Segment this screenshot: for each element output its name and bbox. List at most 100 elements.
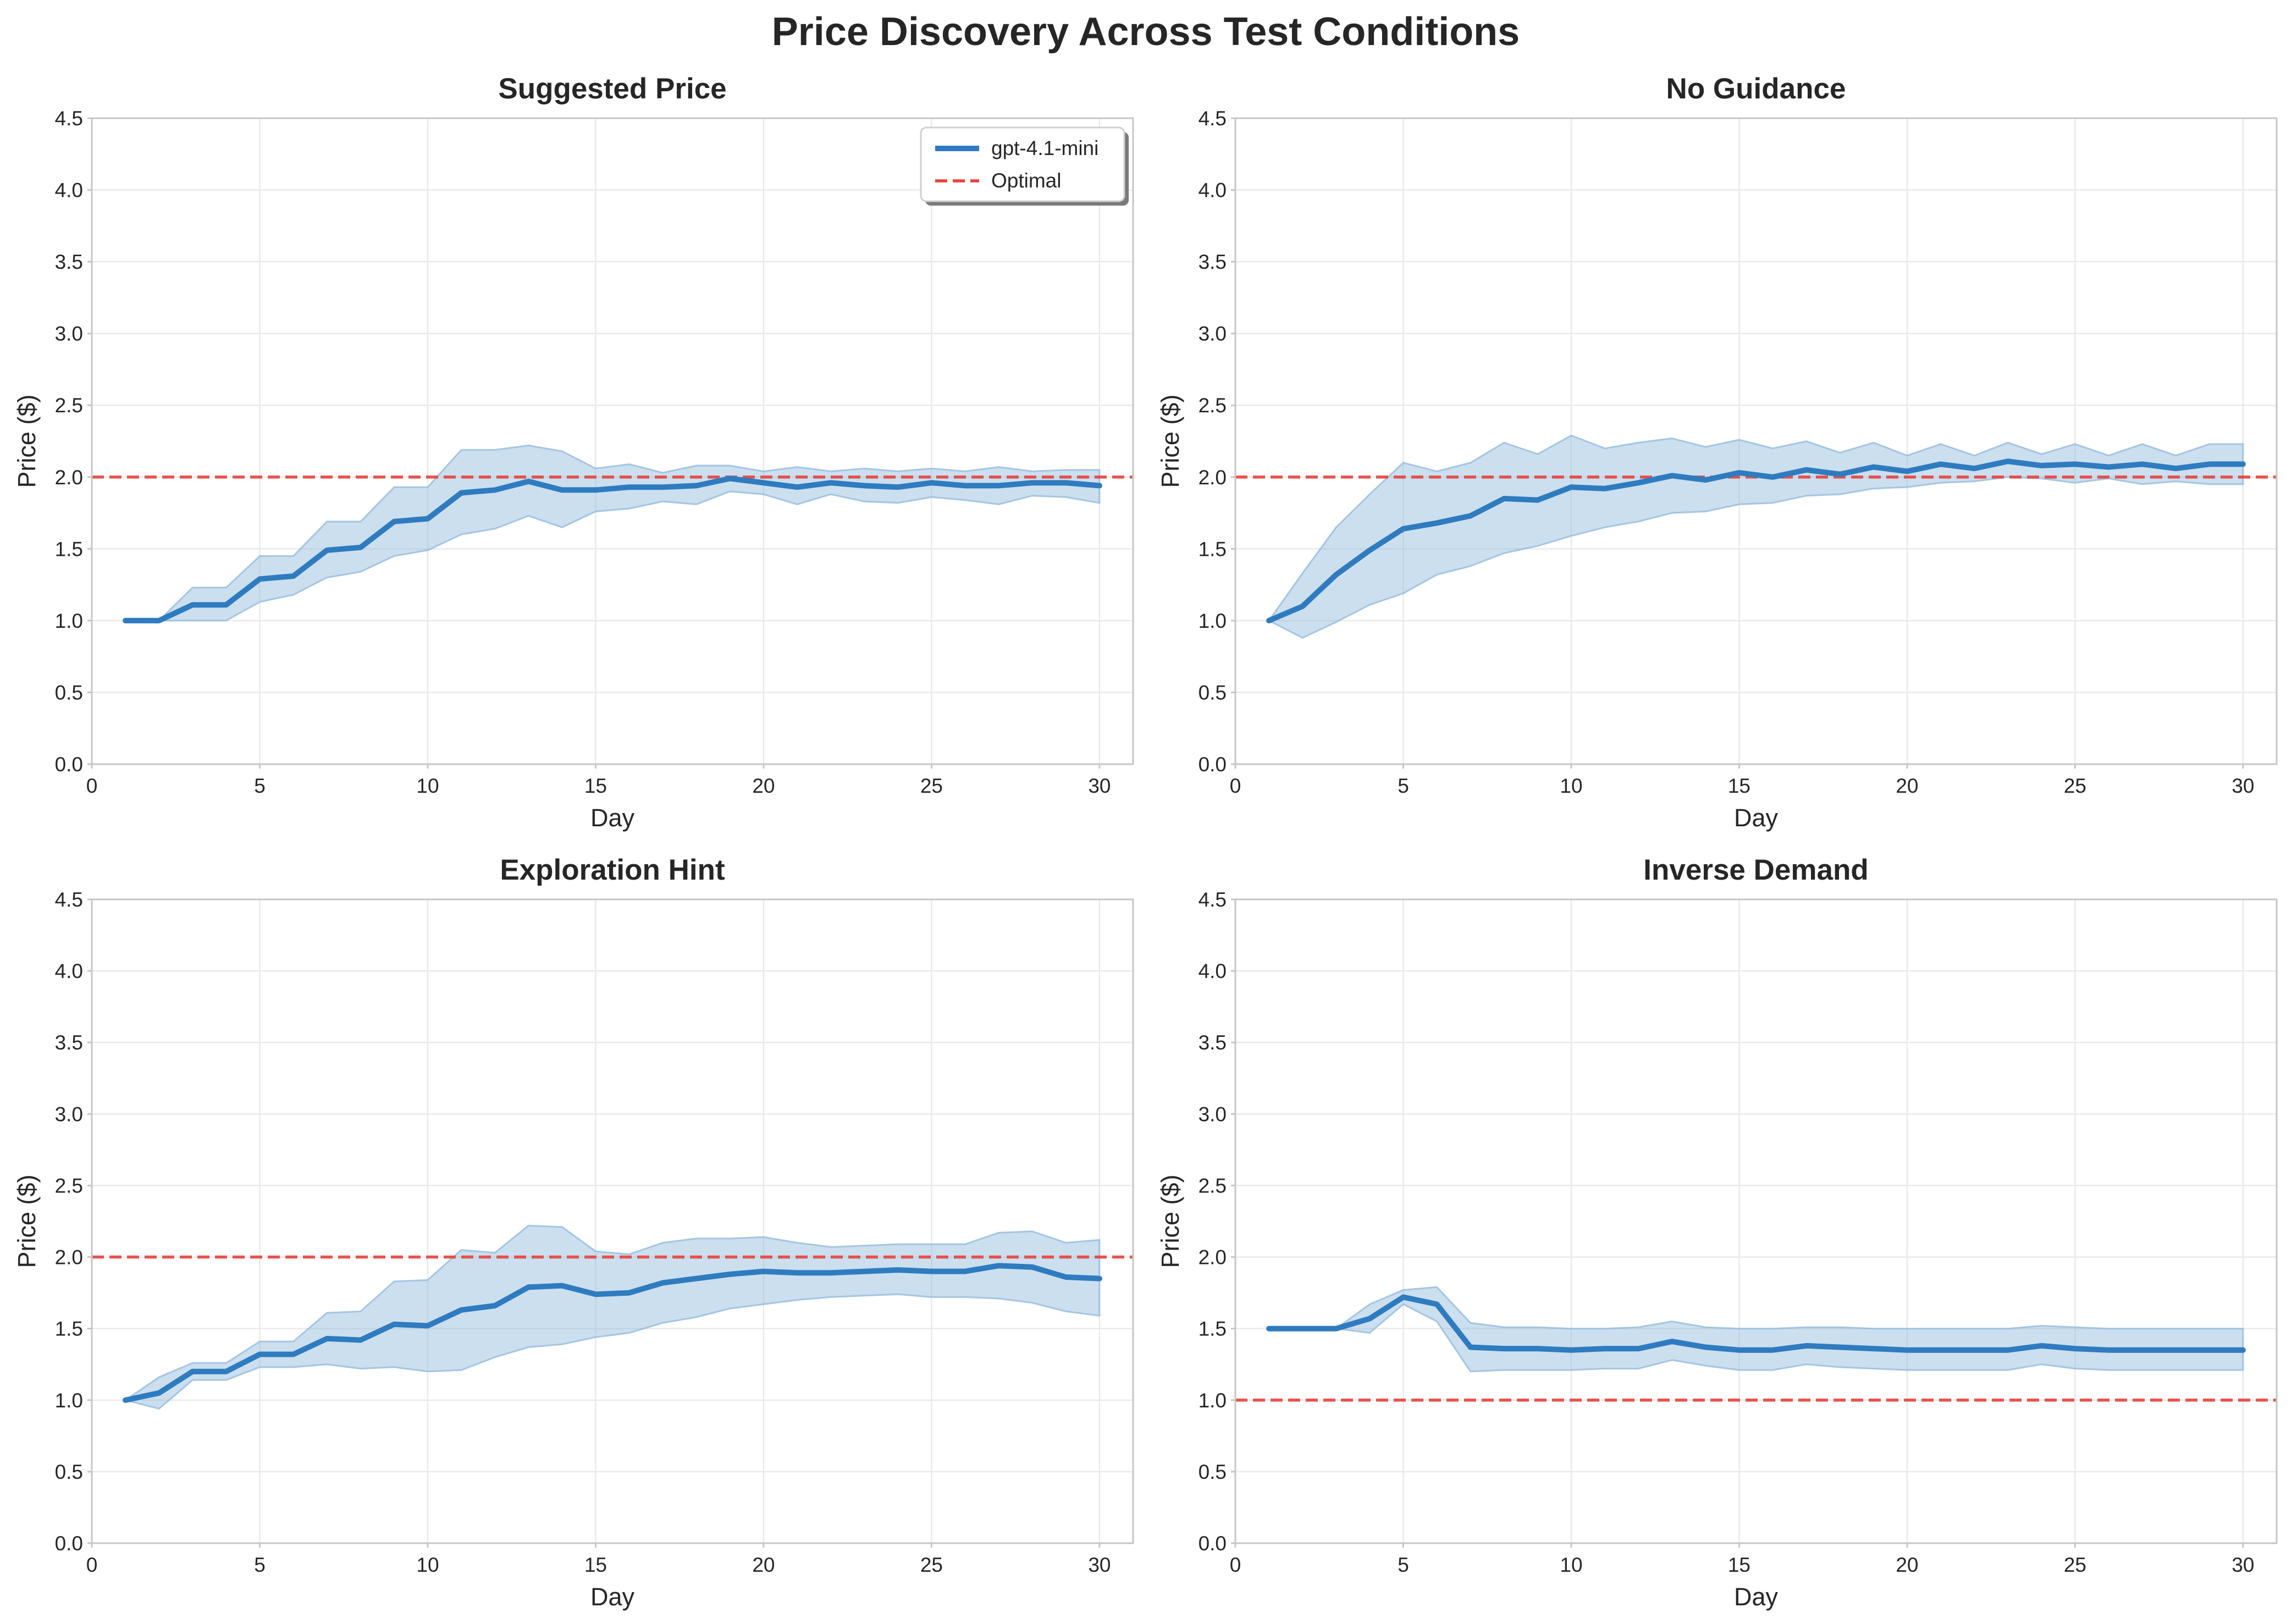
y-tick-label: 0.0	[55, 753, 83, 776]
y-tick-label: 2.5	[1199, 1174, 1227, 1197]
y-tick-label: 3.0	[1199, 1103, 1227, 1125]
plot-area	[92, 899, 1133, 1543]
y-tick-label: 4.5	[1199, 888, 1227, 911]
y-tick-label: 0.0	[1199, 1532, 1227, 1555]
x-tick-label: 5	[1398, 1554, 1409, 1576]
x-tick-label: 15	[1728, 1554, 1750, 1576]
y-tick-label: 0.5	[55, 1461, 83, 1483]
plot-area	[92, 118, 1133, 764]
y-axis-label: Price ($)	[1156, 1174, 1184, 1268]
chart-panel-1: 0.0 0.5 1.0 1.5 2.0 2.5 3.0 3.5 4.0 4.5 0 5 10 15 20 25…	[13, 73, 1134, 832]
x-tick-label: 5	[1398, 775, 1409, 797]
y-tick-label: 3.0	[1199, 323, 1227, 345]
x-tick-label: 20	[752, 775, 775, 797]
x-tick-label: 20	[1896, 775, 1918, 797]
panel-title: No Guidance	[1666, 73, 1846, 105]
y-tick-label: 3.0	[55, 323, 83, 345]
x-tick-label: 15	[1728, 775, 1750, 797]
panel-title: Inverse Demand	[1643, 854, 1868, 886]
y-tick-label: 3.5	[1199, 251, 1227, 273]
panel-title: Exploration Hint	[500, 854, 725, 886]
x-tick-label: 20	[1896, 1554, 1918, 1576]
y-tick-label: 0.0	[55, 1532, 83, 1555]
series-line-gpt-4.1-mini	[1266, 1294, 2246, 1353]
chart-panel-4: 0.0 0.5 1.0 1.5 2.0 2.5 3.0 3.5 4.0 4.5 0 5 10 15 20 25…	[1156, 854, 2278, 1611]
x-axis-label: Day	[1734, 804, 1779, 832]
chart-panel-2: 0.0 0.5 1.0 1.5 2.0 2.5 3.0 3.5 4.0 4.5 0 5 10 15 20 25…	[1156, 73, 2278, 832]
series-line-gpt-4.1-mini	[1266, 459, 2246, 623]
axes-frame	[1234, 898, 2278, 1544]
x-tick-label: 30	[1088, 1554, 1111, 1576]
x-tick-label: 10	[416, 775, 439, 797]
y-tick-label: 1.0	[1199, 610, 1227, 632]
series-line-gpt-4.1-mini	[123, 1263, 1102, 1403]
y-tick-label: 3.5	[1199, 1031, 1227, 1054]
x-tick-label: 0	[86, 775, 98, 797]
y-tick-label: 2.0	[1199, 1246, 1227, 1269]
x-tick-label: 0	[1230, 775, 1241, 797]
x-tick-label: 5	[254, 775, 266, 797]
x-tick-label: 25	[920, 1554, 943, 1576]
x-tick-label: 25	[2064, 1554, 2086, 1576]
x-tick-label: 0	[1230, 1554, 1241, 1576]
x-tick-label: 10	[1560, 1554, 1582, 1576]
y-tick-label: 4.5	[55, 107, 83, 130]
y-axis-label: Price ($)	[13, 394, 41, 488]
x-tick-label: 25	[2064, 775, 2086, 797]
y-tick-label: 4.5	[55, 888, 83, 911]
x-tick-label: 20	[752, 1554, 775, 1576]
legend: gpt-4.1-mini Optimal	[920, 126, 1129, 206]
x-tick-label: 10	[1560, 775, 1582, 797]
x-tick-label: 30	[1088, 775, 1111, 797]
x-axis-label: Day	[590, 1583, 635, 1611]
y-tick-label: 2.5	[55, 394, 83, 417]
y-tick-label: 3.5	[55, 251, 83, 273]
y-tick-label: 4.0	[1199, 179, 1227, 202]
x-tick-label: 30	[2232, 1554, 2254, 1576]
x-tick-label: 10	[416, 1554, 439, 1576]
x-tick-label: 25	[920, 775, 943, 797]
y-tick-label: 4.0	[55, 960, 83, 982]
x-axis-label: Day	[590, 804, 635, 832]
x-tick-label: 15	[584, 775, 607, 797]
panel-title: Suggested Price	[498, 73, 726, 105]
x-tick-label: 0	[86, 1554, 98, 1576]
legend-series-label: gpt-4.1-mini	[991, 137, 1098, 159]
y-tick-label: 0.5	[55, 681, 83, 704]
y-axis-label: Price ($)	[1156, 394, 1184, 488]
y-tick-label: 2.5	[55, 1174, 83, 1197]
y-tick-label: 1.0	[55, 1389, 83, 1412]
x-tick-label: 30	[2232, 775, 2254, 797]
y-tick-label: 4.5	[1199, 107, 1227, 130]
x-axis-label: Day	[1734, 1583, 1779, 1611]
axes-frame	[91, 898, 1134, 1544]
y-tick-label: 0.5	[1199, 1461, 1227, 1483]
series-line-gpt-4.1-mini	[123, 476, 1102, 623]
axes-frame	[91, 117, 1134, 765]
y-tick-label: 2.0	[55, 466, 83, 489]
y-tick-label: 1.5	[55, 538, 83, 560]
plot-area	[1235, 899, 2277, 1543]
y-tick-label: 1.5	[55, 1318, 83, 1340]
x-tick-label: 5	[254, 1554, 266, 1576]
y-tick-label: 1.0	[55, 610, 83, 632]
y-tick-label: 2.0	[55, 1246, 83, 1269]
y-tick-label: 4.0	[1199, 960, 1227, 982]
y-tick-label: 1.5	[1199, 1318, 1227, 1340]
plot-area	[1235, 118, 2277, 764]
y-tick-label: 1.0	[1199, 1389, 1227, 1412]
y-tick-label: 4.0	[55, 179, 83, 202]
y-tick-label: 2.0	[1199, 466, 1227, 489]
y-tick-label: 0.0	[1199, 753, 1227, 776]
axes-frame	[1234, 117, 2278, 765]
figure-title: Price Discovery Across Test Conditions	[772, 10, 1520, 54]
legend-optimal-label: Optimal	[991, 169, 1061, 192]
y-tick-label: 2.5	[1199, 394, 1227, 417]
y-tick-label: 1.5	[1199, 538, 1227, 560]
chart-panel-3: 0.0 0.5 1.0 1.5 2.0 2.5 3.0 3.5 4.0 4.5 0 5 10 15 20 25…	[13, 854, 1134, 1611]
y-tick-label: 3.5	[55, 1031, 83, 1054]
x-tick-label: 15	[584, 1554, 607, 1576]
y-tick-label: 0.5	[1199, 681, 1227, 704]
y-tick-label: 3.0	[55, 1103, 83, 1125]
